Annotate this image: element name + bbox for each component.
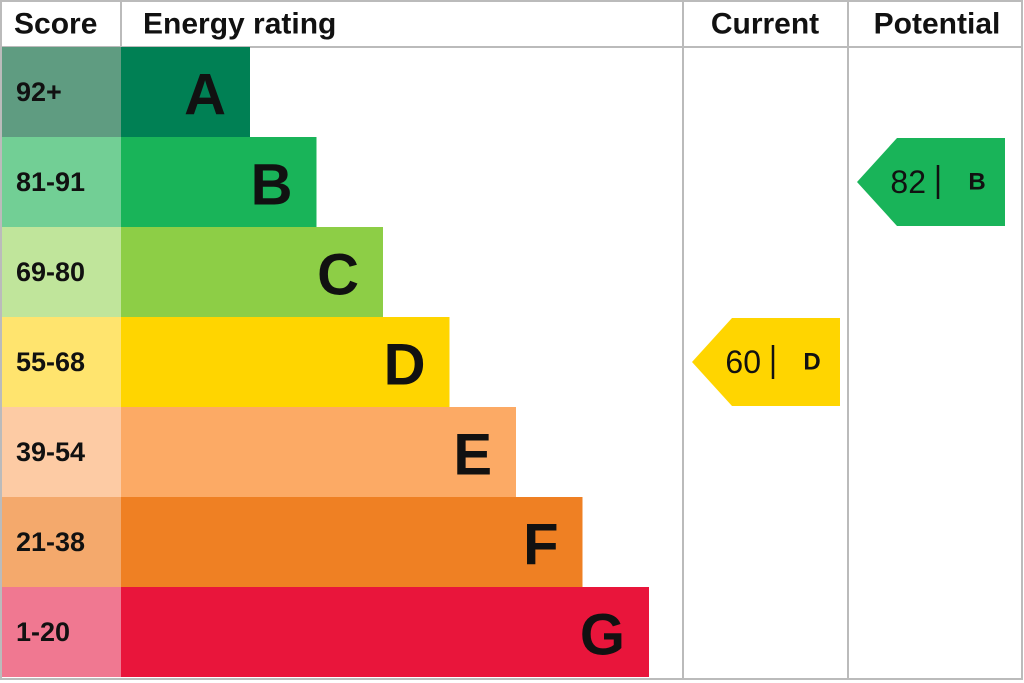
current-band: D bbox=[803, 349, 820, 376]
score-cell bbox=[2, 497, 121, 587]
rating-bar bbox=[121, 317, 450, 407]
header-current: Current bbox=[711, 8, 819, 41]
score-label: 55-68 bbox=[16, 347, 85, 377]
rating-letter: D bbox=[384, 333, 426, 398]
rating-letter: A bbox=[184, 63, 226, 128]
rating-bar bbox=[121, 407, 516, 497]
rating-bar bbox=[121, 47, 250, 137]
rating-bar bbox=[121, 227, 383, 317]
rating-letter: B bbox=[251, 153, 293, 218]
score-label: 69-80 bbox=[16, 257, 85, 287]
header-potential: Potential bbox=[874, 8, 1001, 41]
rating-letter: C bbox=[317, 243, 359, 308]
header-score: Score bbox=[14, 8, 97, 41]
current-arrow bbox=[692, 318, 840, 406]
score-cell bbox=[2, 587, 121, 677]
score-label: 92+ bbox=[16, 77, 62, 107]
score-cell bbox=[2, 317, 121, 407]
score-label: 1-20 bbox=[16, 617, 70, 647]
potential-band: B bbox=[968, 169, 985, 196]
score-cell bbox=[2, 407, 121, 497]
rating-letter: F bbox=[523, 513, 558, 578]
header-rating: Energy rating bbox=[143, 8, 336, 41]
score-cell bbox=[2, 47, 121, 137]
current-value: 60 bbox=[725, 344, 761, 380]
score-label: 21-38 bbox=[16, 527, 85, 557]
potential-value: 82 bbox=[890, 164, 926, 200]
rating-letter: G bbox=[580, 603, 625, 668]
rating-bar bbox=[121, 497, 583, 587]
score-label: 81-91 bbox=[16, 167, 85, 197]
rating-bar bbox=[121, 587, 649, 677]
potential-arrow bbox=[857, 138, 1005, 226]
rating-bar bbox=[121, 137, 317, 227]
score-cell bbox=[2, 137, 121, 227]
rating-letter: E bbox=[453, 423, 492, 488]
score-cell bbox=[2, 227, 121, 317]
score-label: 39-54 bbox=[16, 437, 85, 467]
